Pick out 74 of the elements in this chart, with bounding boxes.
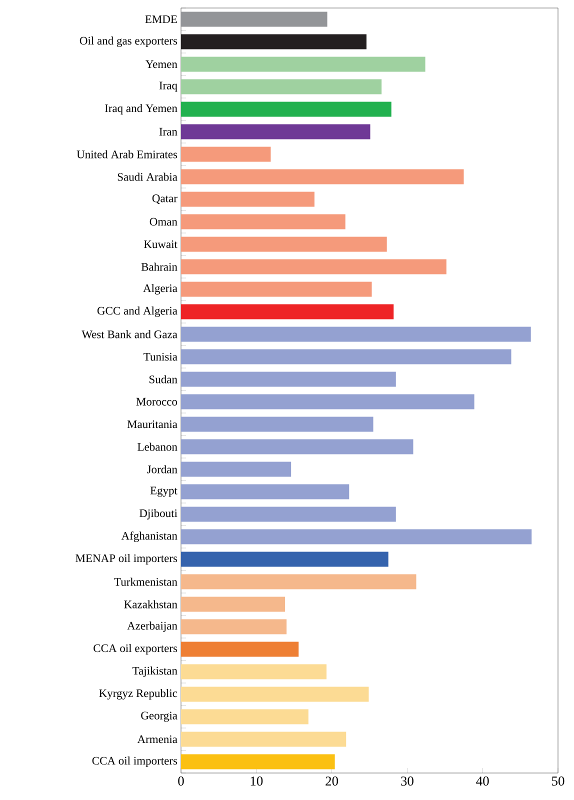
y-tick-label: Oman <box>150 218 178 226</box>
bar <box>181 169 464 184</box>
y-tick-label: Kazakhstan <box>124 600 178 608</box>
bar <box>181 529 532 544</box>
bar <box>181 394 474 410</box>
bar <box>181 596 286 612</box>
y-tick-label: CCA oil exporters <box>94 644 178 654</box>
bar <box>181 484 350 500</box>
bar <box>181 326 531 342</box>
bar <box>181 12 328 27</box>
bar <box>181 462 292 477</box>
x-tick-label: 20 <box>326 776 338 786</box>
y-tick-label: Iraq and Yemen <box>104 104 178 114</box>
bar <box>181 146 271 162</box>
y-tick-label: Tajikistan <box>132 666 178 677</box>
y-tick-label: Kyrgyz Republic <box>99 689 178 700</box>
bar <box>181 236 387 252</box>
y-tick-label: Jordan <box>147 465 178 474</box>
y-tick-label: Iraq <box>159 82 178 92</box>
bar <box>181 124 370 140</box>
x-tick-label: 10 <box>250 776 263 786</box>
y-tick-label: Azerbaijan <box>127 622 178 632</box>
y-tick-label: Djibouti <box>139 509 178 520</box>
y-tick-label: Oil and gas exporters <box>80 36 178 47</box>
y-tick-label: Iran <box>159 128 178 136</box>
y-tick-label: EMDE <box>145 15 177 24</box>
bar <box>181 214 346 230</box>
y-tick-label: Mauritania <box>127 420 178 428</box>
y-tick-label: Armenia <box>137 735 178 744</box>
y-tick-label: Yemen <box>146 60 178 68</box>
y-tick-label: GCC and Algeria <box>97 306 178 317</box>
y-tick-label: MENAP oil importers <box>76 554 178 564</box>
bar <box>181 709 308 724</box>
y-tick-label: Afghanistan <box>121 531 178 542</box>
y-tick-label: Turkmenistan <box>114 578 178 586</box>
bar <box>181 439 414 454</box>
bar <box>181 619 287 634</box>
bar <box>181 754 335 770</box>
y-tick-label: Algeria <box>143 284 178 294</box>
bar <box>181 349 512 364</box>
bar <box>181 34 366 50</box>
x-tick-label: 0 <box>178 776 184 786</box>
bar <box>181 506 396 522</box>
y-tick-label: West Bank and Gaza <box>82 330 178 338</box>
bar <box>181 416 374 432</box>
y-tick-label: Saudi Arabia <box>118 172 178 181</box>
x-tick-label: 50 <box>552 776 564 786</box>
y-tick-label: Georgia <box>141 712 178 722</box>
bar <box>181 102 392 117</box>
bar <box>181 552 388 567</box>
y-tick-label: Lebanon <box>138 442 178 451</box>
bar <box>181 56 426 72</box>
y-tick-label: United Arab Emirates <box>76 150 178 158</box>
bar <box>181 642 299 657</box>
x-tick-label: 30 <box>401 776 414 786</box>
y-tick-label: Egypt <box>150 486 178 497</box>
bar <box>181 372 396 387</box>
x-tick-label: 40 <box>476 776 489 786</box>
bar <box>181 282 372 297</box>
y-tick-label: Tunisia <box>144 352 178 361</box>
bar <box>181 304 394 320</box>
bar <box>181 259 446 274</box>
y-tick-label: Qatar <box>152 194 178 204</box>
bar <box>181 192 314 207</box>
y-tick-label: Kuwait <box>144 240 178 248</box>
y-tick-label: Sudan <box>149 375 178 384</box>
bar <box>181 664 327 680</box>
y-tick-label: Morocco <box>136 398 178 406</box>
bar <box>181 574 416 590</box>
bar <box>181 686 369 702</box>
y-tick-label: Bahrain <box>141 262 178 271</box>
bar <box>181 732 346 747</box>
y-tick-label: CCA oil importers <box>92 756 178 767</box>
bar <box>181 79 382 94</box>
